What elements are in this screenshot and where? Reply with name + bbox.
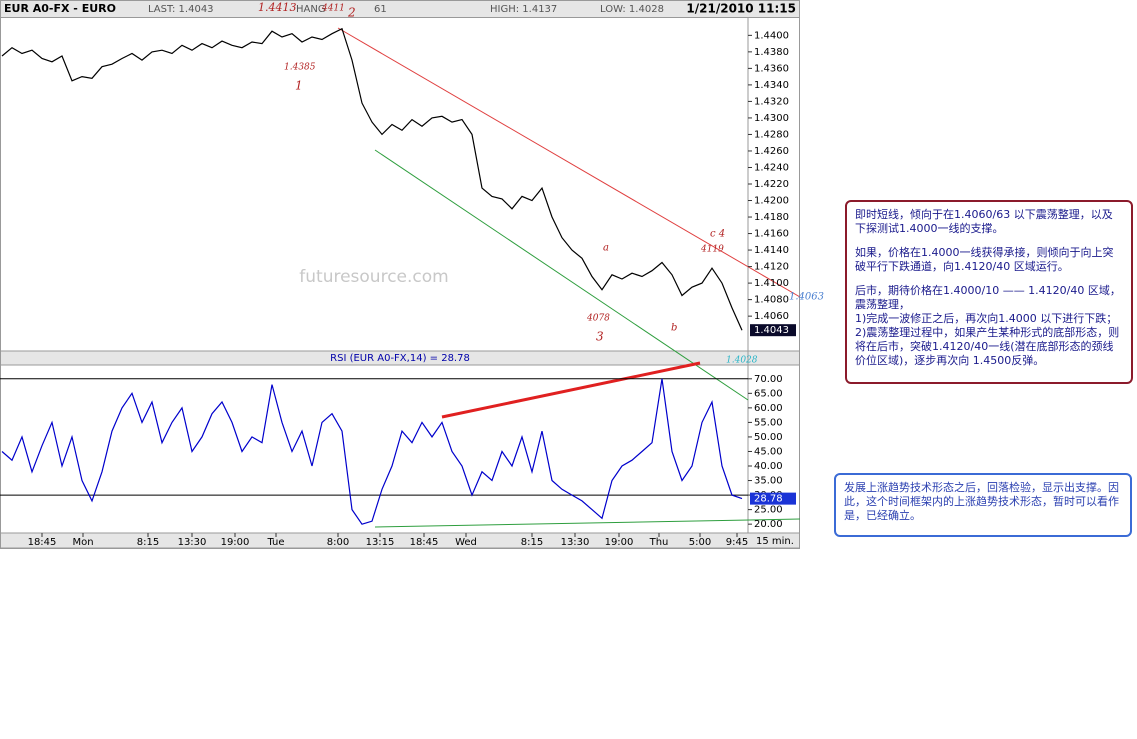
y-tick-label: 65.00 xyxy=(754,388,783,399)
last-value-label: 28.78 xyxy=(754,494,783,505)
y-tick-label: 1.4100 xyxy=(754,278,789,289)
y-tick-label: 55.00 xyxy=(754,417,783,428)
annotation: 3 xyxy=(596,330,604,344)
low-price: LOW: 1.4028 xyxy=(600,4,664,15)
support-line xyxy=(374,149,749,401)
annotation: 4119 xyxy=(700,245,724,255)
annotation: 4411 xyxy=(321,4,345,14)
y-tick-label: 1.4180 xyxy=(754,212,789,223)
annotation: 1.4028 xyxy=(726,356,758,366)
annotation: 4078 xyxy=(586,314,610,324)
y-tick-label: 1.4360 xyxy=(754,63,789,74)
y-tick-label: 1.4220 xyxy=(754,179,789,190)
x-tick-label: 19:00 xyxy=(221,537,250,548)
y-tick-label: 70.00 xyxy=(754,374,783,385)
x-tick-label: Wed xyxy=(455,537,477,548)
last-price: LAST: 1.4043 xyxy=(148,4,214,15)
x-tick-label: 13:30 xyxy=(561,537,590,548)
note-text: 即时短线，倾向于在1.4060/63 以下震荡整理，以及下探测试1.4000一线… xyxy=(855,208,1113,235)
x-tick-label: 13:15 xyxy=(366,537,395,548)
x-tick-label: 9:45 xyxy=(726,537,748,548)
last-value-box xyxy=(750,324,796,337)
rsi-title-bar xyxy=(0,350,800,366)
annotation: 1.4385 xyxy=(284,63,316,73)
note-text: 发展上涨趋势技术形态之后，回落检验，显示出支撑。因此，这个时间框架内的上涨趋势技… xyxy=(844,481,1119,522)
y-tick-label: 60.00 xyxy=(754,403,783,414)
x-tick-label: 18:45 xyxy=(28,537,57,548)
y-tick-label: 1.4240 xyxy=(754,162,789,173)
symbol: EUR A0-FX - EURO xyxy=(4,2,116,15)
y-tick-label: 25.00 xyxy=(754,505,783,516)
x-unit: 15 min. xyxy=(756,536,794,547)
x-tick-label: Tue xyxy=(266,537,284,548)
y-tick-label: 35.00 xyxy=(754,476,783,487)
y-tick-label: 1.4320 xyxy=(754,96,789,107)
rsi-support-line xyxy=(374,518,801,528)
y-tick-label: 1.4060 xyxy=(754,311,789,322)
hang: HANG xyxy=(296,4,326,15)
chart-frame xyxy=(0,0,800,549)
price-line xyxy=(1,27,743,331)
x-tick-label: Mon xyxy=(72,537,93,548)
note-box: 即时短线，倾向于在1.4060/63 以下震荡整理，以及下探测试1.4000一线… xyxy=(845,200,1133,384)
datetime: 1/21/2010 11:15 xyxy=(686,2,796,16)
y-tick-label: 20.00 xyxy=(754,519,783,530)
note-text: 如果，价格在1.4000一线获得承接，则倾向于向上突破平行下跌通道，向1.412… xyxy=(855,246,1114,273)
x-tick-label: Thu xyxy=(649,537,669,548)
annotation: 1.4063 xyxy=(789,292,824,303)
watermark: futuresource.com xyxy=(299,267,448,287)
x-tick-label: 19:00 xyxy=(605,537,634,548)
y-tick-label: 1.4160 xyxy=(754,229,789,240)
x-tick-label: 5:00 xyxy=(689,537,711,548)
y-tick-label: 1.4280 xyxy=(754,129,789,140)
rsi-divergence-line xyxy=(441,361,701,419)
y-tick-label: 1.4120 xyxy=(754,262,789,273)
last-value-box xyxy=(750,492,796,505)
high-price: HIGH: 1.4137 xyxy=(490,4,557,15)
y-tick-label: 1.4080 xyxy=(754,295,789,306)
annotation: 1.4413 xyxy=(258,1,297,14)
y-tick-label: 50.00 xyxy=(754,432,783,443)
x-tick-label: 8:00 xyxy=(327,537,349,548)
y-tick-label: 1.4200 xyxy=(754,196,789,207)
price-line xyxy=(1,378,743,525)
last-value-label: 1.4043 xyxy=(754,325,789,336)
annotation: c 4 xyxy=(710,229,725,240)
x-tick-label: 18:45 xyxy=(410,537,439,548)
note-text: 1)完成一波修正之后，再次向1.4000 以下进行下跌； xyxy=(855,312,1118,325)
y-tick-label: 1.4140 xyxy=(754,245,789,256)
x-tick-label: 8:15 xyxy=(137,537,159,548)
y-tick-label: 1.4300 xyxy=(754,113,789,124)
note-text: 2)震荡整理过程中，如果产生某种形式的底部形态，则将在后市，突破1.4120/4… xyxy=(855,326,1120,367)
x-tick-label: 13:30 xyxy=(178,537,207,548)
x-axis-bar xyxy=(0,532,800,549)
y-tick-label: 45.00 xyxy=(754,446,783,457)
annotation: a xyxy=(603,243,609,254)
y-tick-label: 40.00 xyxy=(754,461,783,472)
annotation: 2 xyxy=(347,6,356,20)
x-tick-label: 8:15 xyxy=(521,537,543,548)
y-tick-label: 1.4400 xyxy=(754,30,789,41)
rsi-title: RSI (EUR A0-FX,14) = 28.78 xyxy=(330,353,470,364)
resistance-line xyxy=(337,27,801,298)
y-tick-label: 1.4380 xyxy=(754,47,789,58)
y-tick-label: 1.4260 xyxy=(754,146,789,157)
annotation: b xyxy=(671,323,677,334)
y-tick-label: 1.4340 xyxy=(754,80,789,91)
hang-value: 61 xyxy=(374,4,387,15)
annotation: 1 xyxy=(295,79,303,93)
note-box: 发展上涨趋势技术形态之后，回落检验，显示出支撑。因此，这个时间框架内的上涨趋势技… xyxy=(834,473,1132,537)
header-bar xyxy=(0,0,800,18)
note-text: 后市，期待价格在1.4000/10 —— 1.4120/40 区域，震荡整理， xyxy=(855,284,1121,311)
